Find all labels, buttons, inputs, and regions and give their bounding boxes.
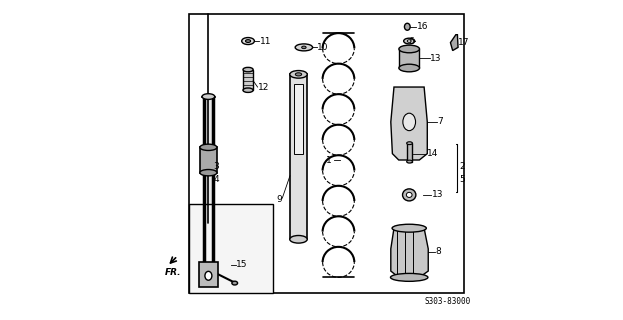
Ellipse shape xyxy=(245,40,250,43)
Text: 5: 5 xyxy=(459,174,465,184)
Ellipse shape xyxy=(403,113,416,131)
Ellipse shape xyxy=(407,160,412,163)
Ellipse shape xyxy=(404,38,415,44)
Text: 2: 2 xyxy=(459,162,465,171)
Polygon shape xyxy=(391,87,427,160)
Text: 3: 3 xyxy=(214,162,219,171)
Text: 9: 9 xyxy=(276,195,282,204)
Ellipse shape xyxy=(232,281,237,285)
Bar xyxy=(295,84,303,154)
Text: 11: 11 xyxy=(260,36,271,45)
Ellipse shape xyxy=(391,273,428,281)
Text: S303-83000: S303-83000 xyxy=(425,297,471,306)
Text: 8: 8 xyxy=(435,247,441,257)
Ellipse shape xyxy=(290,236,307,243)
Bar xyxy=(243,69,253,90)
Ellipse shape xyxy=(242,37,254,44)
Text: 7: 7 xyxy=(437,117,443,126)
Ellipse shape xyxy=(406,192,412,197)
Ellipse shape xyxy=(407,142,412,145)
Text: FR.: FR. xyxy=(165,268,182,277)
Bar xyxy=(189,14,464,293)
Text: 6: 6 xyxy=(408,36,414,45)
Ellipse shape xyxy=(302,46,306,49)
Text: 4: 4 xyxy=(214,174,219,184)
Ellipse shape xyxy=(402,189,416,201)
Ellipse shape xyxy=(202,94,215,100)
Bar xyxy=(399,49,419,68)
Ellipse shape xyxy=(399,64,419,72)
Text: 10: 10 xyxy=(317,43,328,52)
Text: 13: 13 xyxy=(430,54,442,63)
Ellipse shape xyxy=(200,170,217,176)
Ellipse shape xyxy=(243,68,253,72)
Text: 16: 16 xyxy=(417,22,428,31)
Ellipse shape xyxy=(392,224,426,232)
Ellipse shape xyxy=(243,88,253,92)
Bar xyxy=(407,143,412,162)
Bar xyxy=(200,147,217,173)
Ellipse shape xyxy=(407,40,411,42)
Text: 15: 15 xyxy=(236,260,248,269)
Ellipse shape xyxy=(200,144,217,150)
Text: 17: 17 xyxy=(458,38,470,47)
Ellipse shape xyxy=(295,73,302,76)
Text: 14: 14 xyxy=(427,149,438,158)
Ellipse shape xyxy=(290,70,307,78)
Polygon shape xyxy=(391,228,428,277)
Ellipse shape xyxy=(404,23,410,30)
Bar xyxy=(290,74,307,239)
Text: 13: 13 xyxy=(432,190,443,199)
Bar xyxy=(189,204,273,293)
Text: 12: 12 xyxy=(258,83,269,92)
Bar xyxy=(199,261,218,287)
Ellipse shape xyxy=(295,44,313,51)
Ellipse shape xyxy=(205,271,212,280)
Text: 1: 1 xyxy=(326,156,332,164)
Polygon shape xyxy=(450,35,458,51)
Ellipse shape xyxy=(399,45,419,53)
Bar xyxy=(204,97,213,261)
